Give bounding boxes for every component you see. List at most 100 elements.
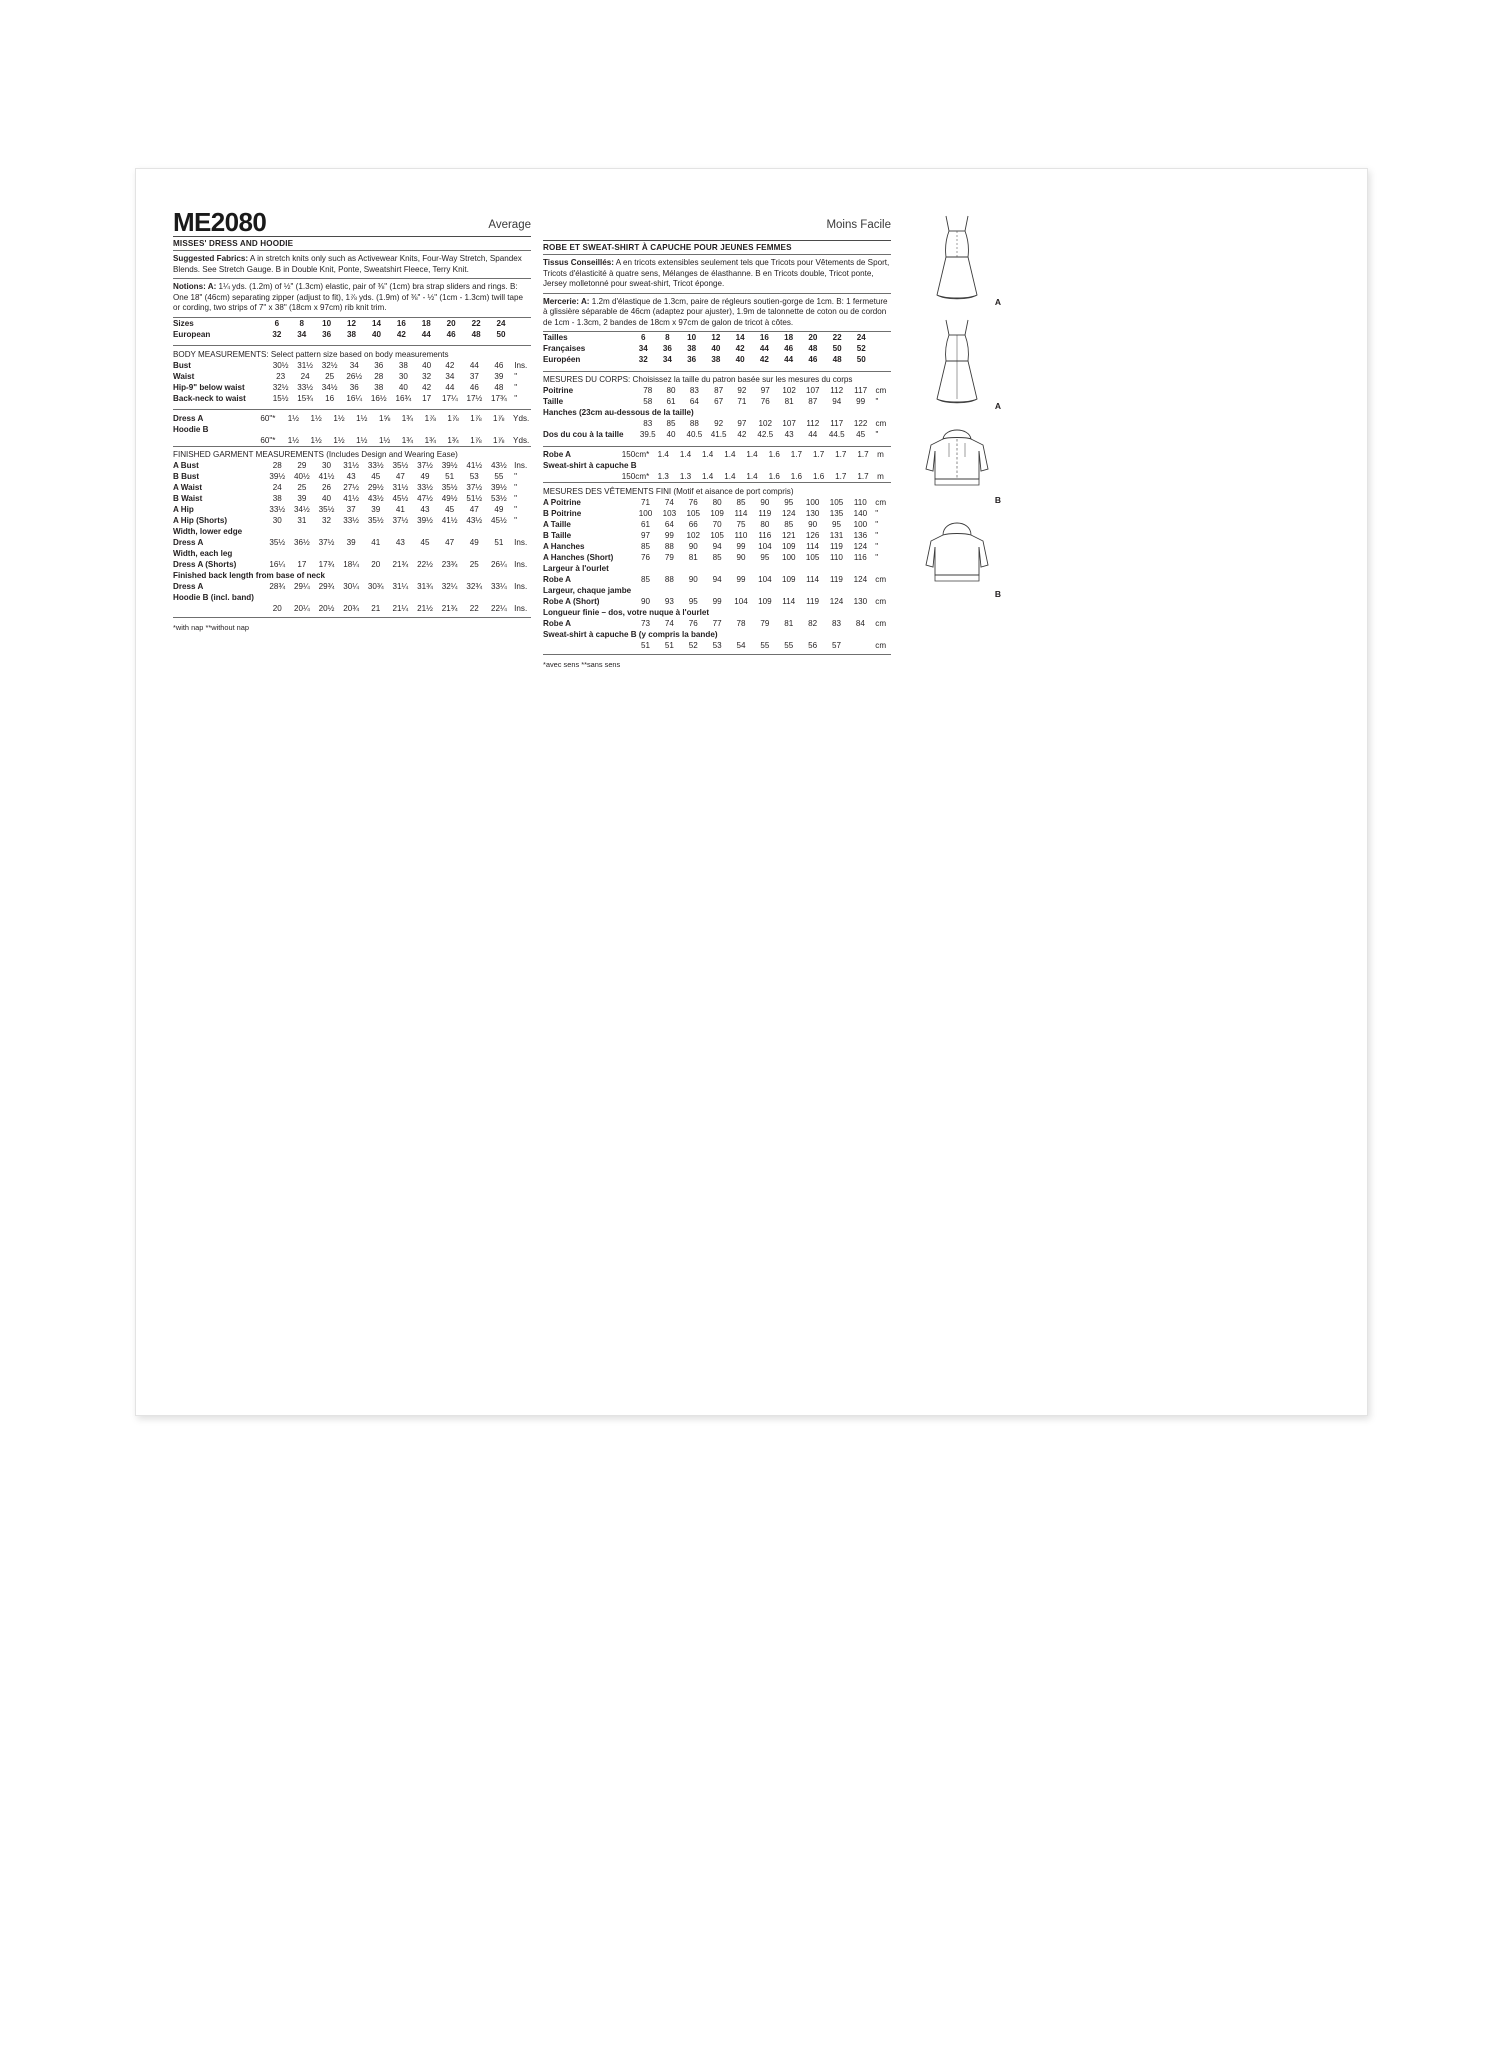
measurement-value bbox=[305, 424, 328, 435]
notions-fr: Mercerie: A: 1.2m d'élastique de 1.3cm, … bbox=[543, 294, 891, 332]
measurement-value: 40 bbox=[422, 360, 432, 370]
unit-label: " bbox=[875, 397, 879, 407]
unit-label: Ins. bbox=[514, 461, 528, 471]
measurement-value: 1.6 bbox=[768, 472, 780, 482]
body-measurements-table-en: Bust 30½ 31½ 32½ 34 36 38 40 42 44 46 Ins. Waist 23 24… bbox=[173, 360, 531, 404]
table-row: Hoodie B (incl. band) bbox=[173, 592, 531, 603]
measurement-value: 35½ bbox=[269, 538, 286, 548]
french-column: Moins Facile ROBE ET SWEAT-SHIRT À CAPUC… bbox=[543, 209, 891, 669]
row-section-label: Finished back length from base of neck bbox=[173, 571, 326, 581]
measurement-value: 55 bbox=[784, 640, 794, 650]
row-section-label: Largeur à l'ourlet bbox=[543, 563, 609, 573]
measurement-value: 1.4 bbox=[746, 450, 758, 460]
table-row: A Poitrine 71 74 76 80 85 90 95 100 105 110 cm bbox=[543, 497, 891, 508]
dress-a-back-illustration: A bbox=[913, 313, 1003, 413]
measurement-value: 81 bbox=[784, 618, 794, 628]
row-label: Robe A bbox=[543, 618, 572, 628]
unit-label: " bbox=[514, 505, 518, 515]
row-label: A Taille bbox=[543, 519, 571, 529]
measurement-value: 31¼ bbox=[392, 582, 409, 592]
measurement-value: 1¾ bbox=[401, 435, 414, 445]
measurement-value: 1.4 bbox=[702, 472, 714, 482]
measurement-value: 1½ bbox=[333, 435, 345, 445]
measurement-value: 16½ bbox=[370, 393, 387, 403]
suggested-fabrics-fr: Tissus Conseillés: A en tricots extensib… bbox=[543, 255, 891, 293]
footnote-fr: *avec sens **sans sens bbox=[543, 659, 621, 669]
measurement-value: 37½ bbox=[392, 516, 409, 526]
row-section-label: Sweat-shirt à capuche B bbox=[543, 461, 637, 471]
unit-label: " bbox=[514, 382, 518, 392]
fabrics-text-fr: A en tricots extensibles seulement tels … bbox=[543, 258, 890, 289]
measurement-value: 107 bbox=[782, 419, 796, 429]
measurement-value: 42 bbox=[422, 382, 432, 392]
dress-a-front-illustration: A bbox=[913, 209, 1003, 309]
fabric-width: 150cm* bbox=[621, 472, 650, 482]
measurement-value: 45 bbox=[371, 472, 381, 482]
table-row: Robe A 85 88 90 94 99 104 109 114 119 124 cm bbox=[543, 574, 891, 585]
table-row: A Waist 24 25 26 27½ 29½ 31½ 33½ 35½ 37½ 39½ " bbox=[173, 482, 531, 493]
table-row: A Bust 28 29 30 31½ 33½ 35½ 37½ 39½ 41½ 43½ Ins. bbox=[173, 460, 531, 471]
measurement-value: 33½ bbox=[269, 505, 286, 515]
measurement-value: 135 bbox=[829, 508, 844, 518]
measurement-value: 32 bbox=[422, 371, 432, 381]
measurement-value: 45 bbox=[445, 505, 455, 515]
finished-head-wrap-en: FINISHED GARMENT MEASUREMENTS (Includes … bbox=[173, 445, 531, 461]
measurement-value: 76 bbox=[688, 497, 698, 507]
measurement-value: 73 bbox=[640, 618, 650, 628]
measurement-value: 84 bbox=[855, 618, 865, 628]
measurement-value: 78 bbox=[736, 618, 746, 628]
measurement-value: 110 bbox=[830, 552, 843, 562]
measurement-value: 87 bbox=[808, 397, 818, 407]
art-label-b-front: B bbox=[994, 495, 1001, 505]
measurement-value: 37 bbox=[346, 505, 356, 515]
measurement-value: 90 bbox=[640, 596, 650, 606]
measurement-value: 22 bbox=[469, 604, 479, 614]
measurement-value: 80 bbox=[712, 497, 722, 507]
table-row: Dress A 60"* 1½ 1½ 1½ 1½ 1⅝ 1¾ 1⅞ 1⅞ 1⅞ 1⅞ Yds. bbox=[173, 413, 531, 424]
measurement-value: 32¼ bbox=[441, 582, 458, 592]
fabrics-label-fr: Tissus Conseillés: bbox=[543, 258, 614, 268]
measurement-value: 35½ bbox=[367, 516, 384, 526]
measurement-value: 1½ bbox=[356, 413, 368, 423]
unit-label: Ins. bbox=[514, 560, 528, 570]
measurement-value: 39½ bbox=[269, 472, 286, 482]
measurement-value: 55 bbox=[494, 472, 504, 482]
measurement-value: 48 bbox=[494, 382, 504, 392]
measurement-value: 30 bbox=[398, 371, 408, 381]
measurement-value: 104 bbox=[758, 574, 772, 584]
measurement-value: 1⅞ bbox=[493, 435, 505, 445]
measurement-value: 22½ bbox=[417, 560, 433, 570]
measurement-value: 1¾ bbox=[447, 435, 459, 445]
finished-measurements-table-en: A Bust 28 29 30 31½ 33½ 35½ 37½ 39½ 41½ 43½ Ins. B B… bbox=[173, 460, 531, 614]
measurement-value: 130 bbox=[805, 508, 820, 518]
finished-head-wrap-fr: MESURES DES VÊTEMENTS FINI (Motif et ais… bbox=[543, 482, 891, 497]
measurement-value: 116 bbox=[758, 530, 772, 540]
measurement-value: 1.7 bbox=[835, 450, 847, 460]
row-label: Dress A (Shorts) bbox=[173, 560, 237, 570]
measurement-value: 87 bbox=[714, 386, 724, 396]
measurement-value: 31¾ bbox=[417, 582, 433, 592]
measurement-value: 119 bbox=[758, 508, 772, 518]
table-row: 60"* 1½ 1½ 1½ 1½ 1½ 1¾ 1¾ 1¾ 1⅞ 1⅞ Yds. bbox=[173, 435, 531, 446]
measurement-value: 114 bbox=[734, 508, 748, 518]
row-label: A Hip (Shorts) bbox=[173, 516, 228, 526]
suggested-fabrics-en: Suggested Fabrics: A in stretch knits on… bbox=[173, 251, 531, 278]
row-label: Back-neck to waist bbox=[173, 393, 246, 403]
table-row: Dress A 35½ 36½ 37½ 39 41 43 45 47 49 51 Ins. bbox=[173, 537, 531, 548]
row-label bbox=[543, 640, 634, 651]
measurement-value: 88 bbox=[664, 574, 674, 584]
row-section-label: Largeur, chaque jambe bbox=[543, 585, 632, 595]
measurement-value: 122 bbox=[853, 419, 868, 429]
unit-label: " bbox=[875, 541, 879, 551]
measurement-value: 15½ bbox=[272, 393, 289, 403]
art-label-a-front: A bbox=[994, 297, 1001, 307]
row-section-label: Hoodie B (incl. band) bbox=[173, 593, 254, 603]
measurement-value: 80 bbox=[760, 519, 770, 529]
yardage-divider-en bbox=[173, 404, 531, 413]
measurement-value: 97 bbox=[760, 386, 770, 396]
measurement-value: 44 bbox=[469, 360, 479, 370]
measurement-value: 40 bbox=[321, 494, 331, 504]
measurement-value: 17 bbox=[422, 393, 432, 403]
unit-label: Ins. bbox=[514, 582, 528, 592]
measurement-value: 85 bbox=[736, 497, 746, 507]
